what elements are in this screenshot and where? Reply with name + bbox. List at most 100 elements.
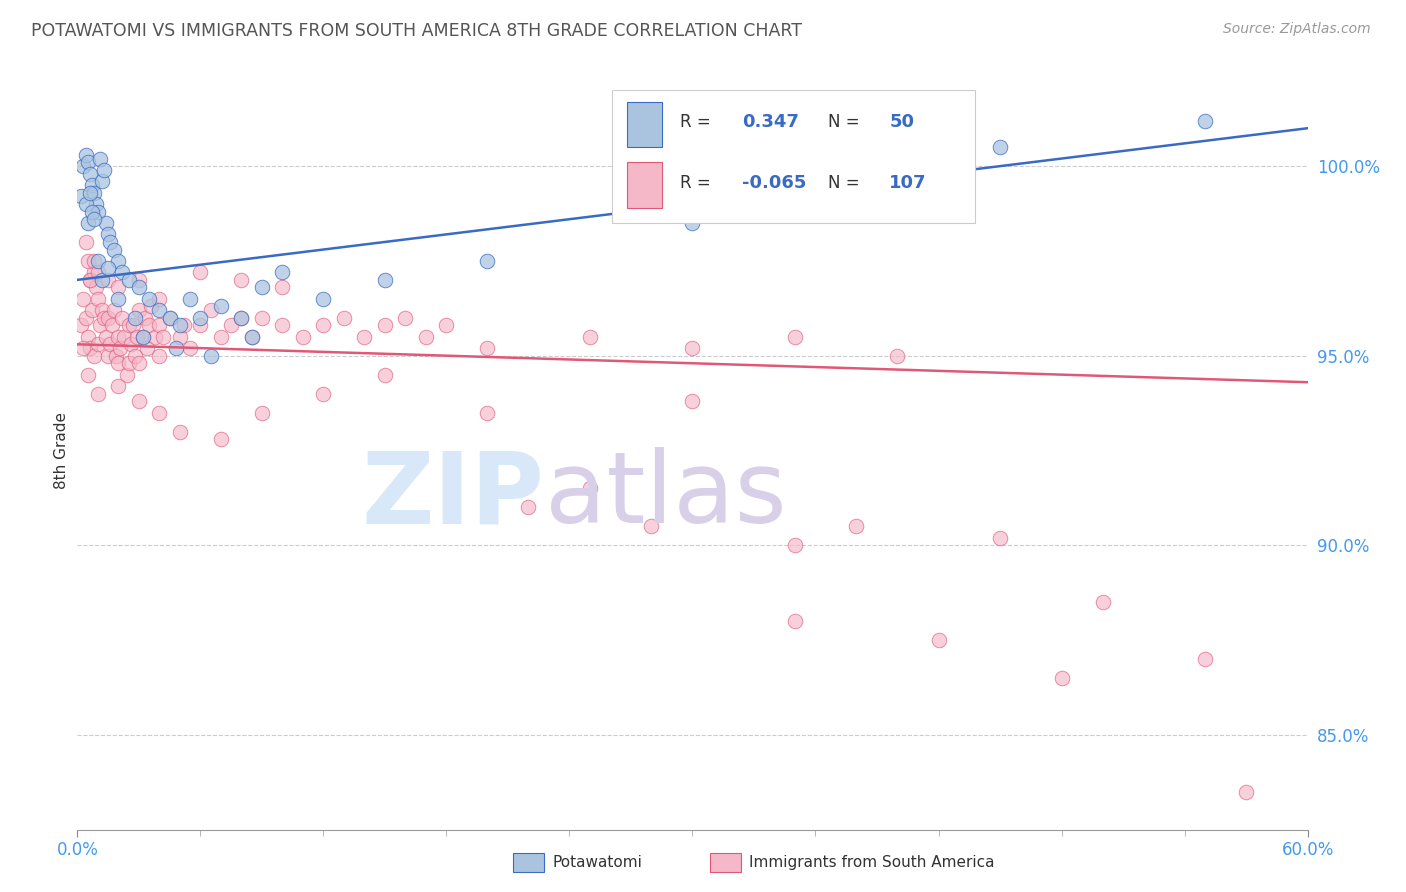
- Point: [128, 356, 150, 370]
- Point: [134, 310, 156, 325]
- FancyBboxPatch shape: [613, 90, 976, 223]
- Point: [107, 330, 129, 344]
- Point: [75, 235, 97, 249]
- Point: [124, 310, 146, 325]
- Text: 50: 50: [890, 113, 914, 131]
- Point: [169, 425, 191, 439]
- Point: [75, 197, 97, 211]
- Bar: [627, 102, 662, 147]
- Point: [87, 292, 110, 306]
- Point: [165, 341, 187, 355]
- Point: [107, 292, 129, 306]
- Point: [89, 152, 111, 166]
- Point: [98, 337, 121, 351]
- Point: [219, 318, 242, 333]
- Point: [682, 341, 704, 355]
- Text: N =: N =: [828, 113, 859, 131]
- Text: -0.065: -0.065: [742, 174, 806, 192]
- Point: [93, 162, 115, 177]
- Point: [117, 318, 139, 333]
- Point: [87, 386, 110, 401]
- Point: [111, 310, 134, 325]
- Text: Source: ZipAtlas.com: Source: ZipAtlas.com: [1223, 22, 1371, 37]
- Point: [83, 265, 105, 279]
- Point: [110, 341, 132, 355]
- Point: [76, 368, 98, 382]
- Point: [138, 292, 160, 306]
- Point: [89, 318, 111, 333]
- Point: [148, 405, 170, 419]
- Point: [87, 253, 110, 268]
- Point: [75, 148, 97, 162]
- Point: [312, 292, 335, 306]
- Text: atlas: atlas: [546, 448, 786, 544]
- Point: [374, 318, 396, 333]
- Point: [87, 204, 110, 219]
- Point: [173, 318, 195, 333]
- Point: [72, 292, 94, 306]
- Point: [121, 318, 143, 333]
- Point: [97, 261, 120, 276]
- Text: 0.347: 0.347: [742, 113, 799, 131]
- Text: R =: R =: [681, 113, 711, 131]
- Text: ZIP: ZIP: [361, 448, 546, 544]
- Point: [250, 280, 273, 294]
- Point: [152, 330, 174, 344]
- Point: [1050, 671, 1073, 685]
- Point: [97, 227, 120, 242]
- Point: [312, 386, 335, 401]
- Point: [83, 212, 105, 227]
- Point: [783, 538, 806, 552]
- Point: [87, 337, 110, 351]
- Point: [120, 337, 142, 351]
- Point: [240, 330, 263, 344]
- Point: [271, 280, 294, 294]
- Point: [132, 330, 155, 344]
- Point: [517, 500, 540, 515]
- Point: [353, 330, 375, 344]
- Point: [107, 379, 129, 393]
- Point: [231, 273, 253, 287]
- Point: [477, 341, 499, 355]
- Y-axis label: 8th Grade: 8th Grade: [53, 412, 69, 489]
- Point: [90, 303, 114, 318]
- Point: [179, 292, 201, 306]
- Point: [579, 330, 602, 344]
- Point: [97, 349, 120, 363]
- Point: [94, 330, 117, 344]
- Point: [988, 531, 1011, 545]
- Point: [80, 303, 103, 318]
- Point: [79, 273, 101, 287]
- Text: Immigrants from South America: Immigrants from South America: [749, 855, 995, 870]
- Point: [84, 280, 107, 294]
- Point: [70, 189, 93, 203]
- Point: [148, 292, 170, 306]
- Point: [128, 273, 150, 287]
- Point: [200, 303, 222, 318]
- Point: [682, 394, 704, 409]
- Point: [179, 341, 201, 355]
- Point: [84, 197, 107, 211]
- Point: [103, 303, 125, 318]
- Point: [141, 300, 163, 314]
- Point: [169, 318, 191, 333]
- Point: [132, 330, 155, 344]
- Point: [188, 265, 212, 279]
- Point: [79, 186, 101, 200]
- Point: [83, 349, 105, 363]
- Point: [209, 300, 232, 314]
- Point: [114, 330, 136, 344]
- Point: [928, 632, 950, 647]
- Point: [477, 405, 499, 419]
- Point: [128, 280, 150, 294]
- Point: [1234, 785, 1257, 799]
- Point: [101, 318, 124, 333]
- Point: [886, 349, 908, 363]
- Point: [148, 349, 170, 363]
- Point: [374, 368, 396, 382]
- Text: N =: N =: [828, 174, 859, 192]
- Point: [1091, 595, 1114, 609]
- Point: [124, 349, 146, 363]
- Point: [128, 394, 150, 409]
- Point: [117, 273, 139, 287]
